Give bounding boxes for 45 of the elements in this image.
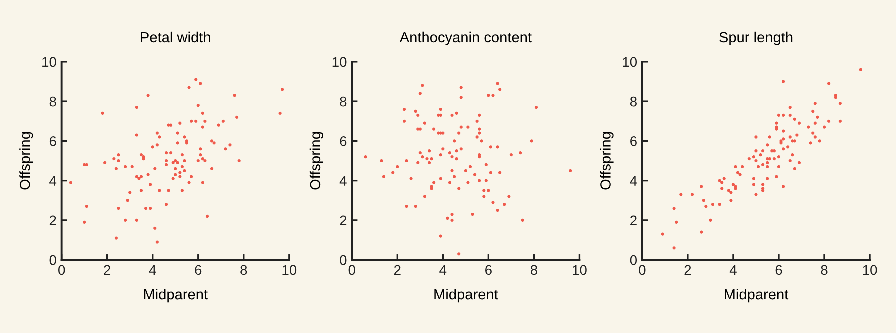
y-tick-label: 4 — [50, 176, 57, 186]
y-tick-label: 10 — [42, 57, 56, 68]
y-tick-label: 0 — [340, 255, 347, 266]
x-tick-label: 8 — [821, 265, 828, 276]
x-tick-label: 8 — [530, 265, 538, 276]
x-tick-label: 6 — [486, 265, 492, 276]
x-tick-label: 4 — [440, 265, 447, 275]
x-tick-label: 6 — [195, 265, 202, 276]
y-tick-label: 10 — [332, 57, 347, 68]
x-tick-label: 10 — [282, 265, 297, 276]
x-tick-label: 10 — [863, 265, 878, 276]
y-tick-label: 8 — [50, 96, 56, 107]
y-tick-label: 6 — [50, 136, 56, 146]
x-tick-label: 8 — [240, 265, 248, 276]
y-tick-label: 6 — [630, 136, 637, 146]
x-tick-label: 0 — [348, 265, 356, 276]
x-tick-label: 10 — [573, 265, 587, 276]
x-tick-label: 2 — [394, 265, 401, 275]
x-tick-label: 2 — [684, 265, 692, 275]
chart-title: Anthocyanin content — [400, 32, 532, 46]
x-tick-label: 6 — [776, 265, 782, 276]
y-tick-label: 4 — [630, 176, 638, 186]
y-tick-label: 10 — [623, 57, 638, 68]
x-axis-title: Midparent — [725, 288, 789, 303]
y-tick-label: 6 — [340, 136, 347, 146]
y-tick-label: 2 — [50, 216, 56, 226]
y-tick-label: 4 — [340, 176, 347, 186]
y-axis-title: Offspring — [310, 132, 324, 190]
y-axis-title: Offspring — [20, 132, 34, 190]
x-tick-label: 4 — [730, 265, 737, 275]
x-tick-label: 4 — [149, 265, 156, 275]
y-tick-label: 0 — [630, 255, 638, 266]
y-tick-label: 2 — [630, 216, 637, 226]
chart-title: Petal width — [141, 32, 210, 43]
x-axis-title: Midparent — [434, 288, 498, 303]
chart-title: Spur length — [720, 32, 793, 46]
y-tick-label: 2 — [340, 216, 347, 226]
y-tick-label: 8 — [630, 96, 637, 107]
x-tick-label: 0 — [639, 265, 646, 276]
x-tick-label: 0 — [58, 265, 66, 276]
x-tick-label: 2 — [104, 265, 111, 275]
y-axis-title: Offspring — [600, 132, 614, 190]
y-tick-label: 0 — [50, 255, 56, 266]
x-axis-title: Midparent — [144, 288, 208, 303]
y-tick-label: 8 — [340, 96, 347, 107]
